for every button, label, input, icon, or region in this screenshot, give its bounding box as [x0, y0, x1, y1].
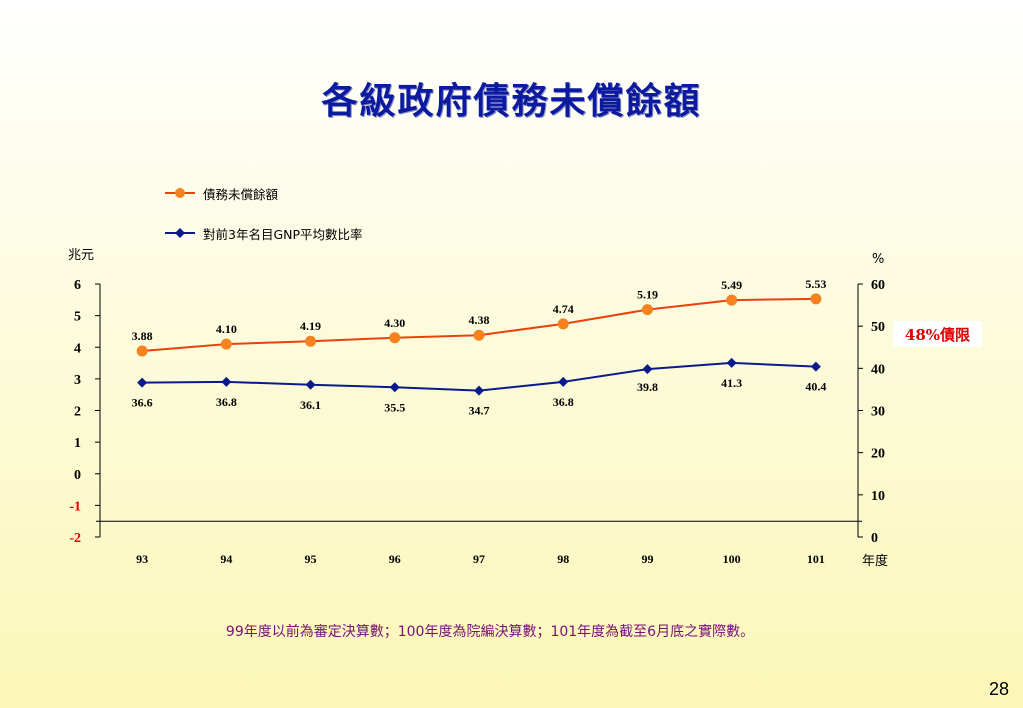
debt-data-label: 4.19	[300, 319, 321, 333]
footnote: 99年度以前為審定決算數；100年度為院編決算數；101年度為截至6月底之實際數…	[225, 624, 755, 640]
debt-data-label: 5.53	[805, 277, 826, 291]
right-axis-tick-label: 30	[871, 405, 885, 420]
page-title: 各級政府債務未償餘額	[321, 80, 702, 122]
left-axis-tick-label: 3	[74, 373, 81, 388]
page-number: 28	[988, 679, 1009, 699]
legend-orange-line-icon	[165, 188, 195, 198]
x-axis-tick-label: 95	[305, 552, 317, 566]
debt-series-point	[473, 329, 485, 341]
ratio-data-label: 36.1	[300, 398, 321, 412]
debt-series-point	[726, 294, 738, 306]
ratio-data-label: 41.3	[721, 376, 742, 390]
legend-label-ratio: 對前3年名目GNP平均數比率	[203, 226, 363, 242]
left-axis-tick-label: 1	[74, 436, 81, 451]
right-axis-tick-label: 60	[871, 278, 885, 293]
right-axis-tick-label: 50	[871, 320, 885, 335]
ratio-series-point	[305, 379, 316, 390]
ratio-data-label: 34.7	[469, 404, 490, 418]
right-axis-tick-label: 40	[871, 362, 885, 377]
debt-data-label: 4.10	[216, 322, 237, 336]
x-axis-tick-label: 100	[723, 552, 741, 566]
debt-data-label: 4.30	[384, 316, 405, 330]
right-axis-tick-label: 0	[871, 531, 878, 546]
ratio-data-label: 39.8	[637, 380, 658, 394]
ratio-series-point	[726, 357, 737, 368]
ratio-series-point	[810, 361, 821, 372]
debt-series-point	[220, 338, 232, 350]
left-axis-unit: 兆元	[68, 248, 95, 263]
ratio-series-point	[474, 385, 484, 396]
debt-series-point	[557, 318, 569, 330]
debt-data-label: 4.38	[469, 313, 490, 327]
x-axis-tick-label: 96	[389, 552, 401, 566]
debt-series-point	[305, 335, 317, 347]
left-axis-tick-label: -2	[69, 531, 81, 546]
chart-legend: 債務未償餘額 對前3年名目GNP平均數比率	[165, 183, 363, 263]
ratio-series-point	[558, 376, 569, 387]
legend-item-debt: 債務未償餘額	[165, 183, 363, 203]
left-axis-tick-label: 5	[74, 310, 81, 325]
debt-series-point	[810, 293, 822, 305]
ratio-series-point	[137, 377, 148, 388]
x-axis-tick-label: 93	[136, 552, 148, 566]
x-axis-unit: 年度	[862, 554, 889, 569]
x-axis-tick-label: 98	[557, 552, 569, 566]
debt-series-point	[641, 304, 653, 316]
ratio-data-label: 36.8	[553, 395, 574, 409]
left-axis-tick-label: 4	[74, 341, 81, 356]
x-axis-tick-label: 101	[807, 552, 825, 566]
debt-limit-badge: 48%債限	[893, 321, 982, 347]
legend-item-ratio: 對前3年名目GNP平均數比率	[165, 223, 363, 243]
ratio-series-point	[221, 376, 232, 387]
debt-data-label: 5.49	[721, 278, 742, 292]
debt-data-label: 5.19	[637, 288, 658, 302]
x-axis-tick-label: 97	[473, 552, 485, 566]
ratio-data-label: 36.6	[132, 396, 153, 410]
ratio-data-label: 40.4	[805, 380, 826, 394]
left-axis-tick-label: 6	[74, 278, 81, 293]
ratio-data-label: 36.8	[216, 395, 237, 409]
left-axis-tick-label: 0	[74, 468, 81, 483]
right-axis-tick-label: 20	[871, 447, 885, 462]
right-axis-unit: %	[872, 252, 885, 267]
right-axis-tick-label: 10	[871, 489, 885, 504]
legend-navy-line-icon	[165, 228, 195, 238]
ratio-series-point	[642, 364, 653, 375]
x-axis-tick-label: 99	[641, 552, 653, 566]
ratio-data-label: 35.5	[384, 400, 405, 414]
debt-data-label: 3.88	[132, 329, 153, 343]
debt-data-label: 4.74	[553, 302, 574, 316]
legend-label-debt: 債務未償餘額	[203, 186, 279, 202]
debt-series-point	[389, 332, 401, 344]
x-axis-tick-label: 94	[220, 552, 232, 566]
ratio-series-point	[389, 382, 400, 393]
debt-series-point	[136, 345, 148, 357]
left-axis-tick-label: 2	[74, 405, 81, 420]
left-axis-tick-label: -1	[69, 499, 81, 514]
